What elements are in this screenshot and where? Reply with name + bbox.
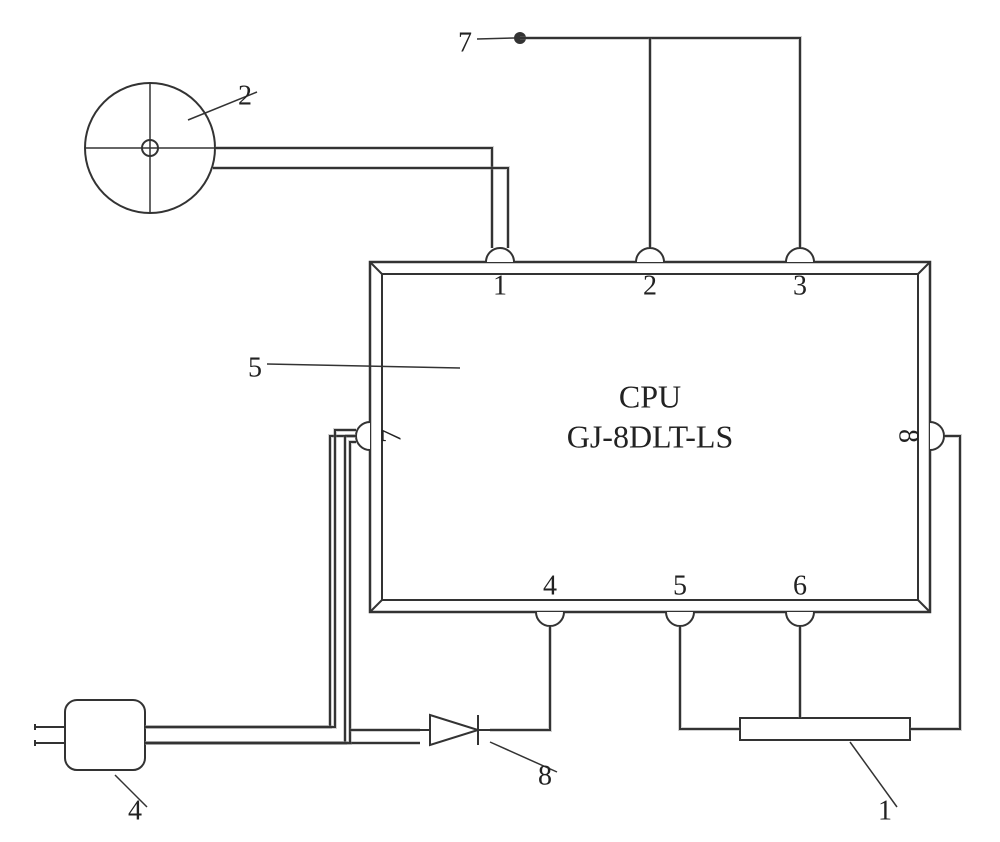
svg-text:7: 7 — [376, 429, 407, 443]
cpu-pin-top-2 — [636, 248, 664, 262]
fan-component — [85, 83, 215, 213]
svg-text:5: 5 — [673, 570, 687, 601]
power-plug — [35, 700, 145, 770]
callout-label-7: 7 — [458, 27, 472, 58]
svg-text:2: 2 — [643, 270, 657, 301]
callout-label-8: 8 — [538, 760, 552, 791]
cpu-pin-side-8 — [930, 422, 944, 450]
callout-label-5: 5 — [248, 352, 262, 383]
cpu-pin-top-1 — [486, 248, 514, 262]
svg-text:6: 6 — [793, 570, 807, 601]
callout-label-2: 2 — [238, 80, 252, 111]
svg-text:8: 8 — [893, 429, 924, 443]
callout-label-1: 1 — [878, 795, 892, 826]
cpu-pin-side-7 — [356, 422, 370, 450]
cpu-pin-bot-4 — [536, 612, 564, 626]
callout-leader-7 — [477, 38, 514, 39]
resistor — [740, 718, 910, 740]
cpu-title: CPU — [619, 378, 681, 414]
svg-text:3: 3 — [793, 270, 807, 301]
cpu-pin-bot-6 — [786, 612, 814, 626]
callout-label-4: 4 — [128, 795, 142, 826]
svg-text:1: 1 — [493, 270, 507, 301]
cpu-pin-bot-5 — [666, 612, 694, 626]
cpu-pin-top-3 — [786, 248, 814, 262]
cpu-model: GJ-8DLT-LS — [567, 418, 734, 454]
callout-leader-5 — [267, 364, 460, 368]
svg-text:4: 4 — [543, 570, 557, 601]
diode — [420, 715, 490, 745]
